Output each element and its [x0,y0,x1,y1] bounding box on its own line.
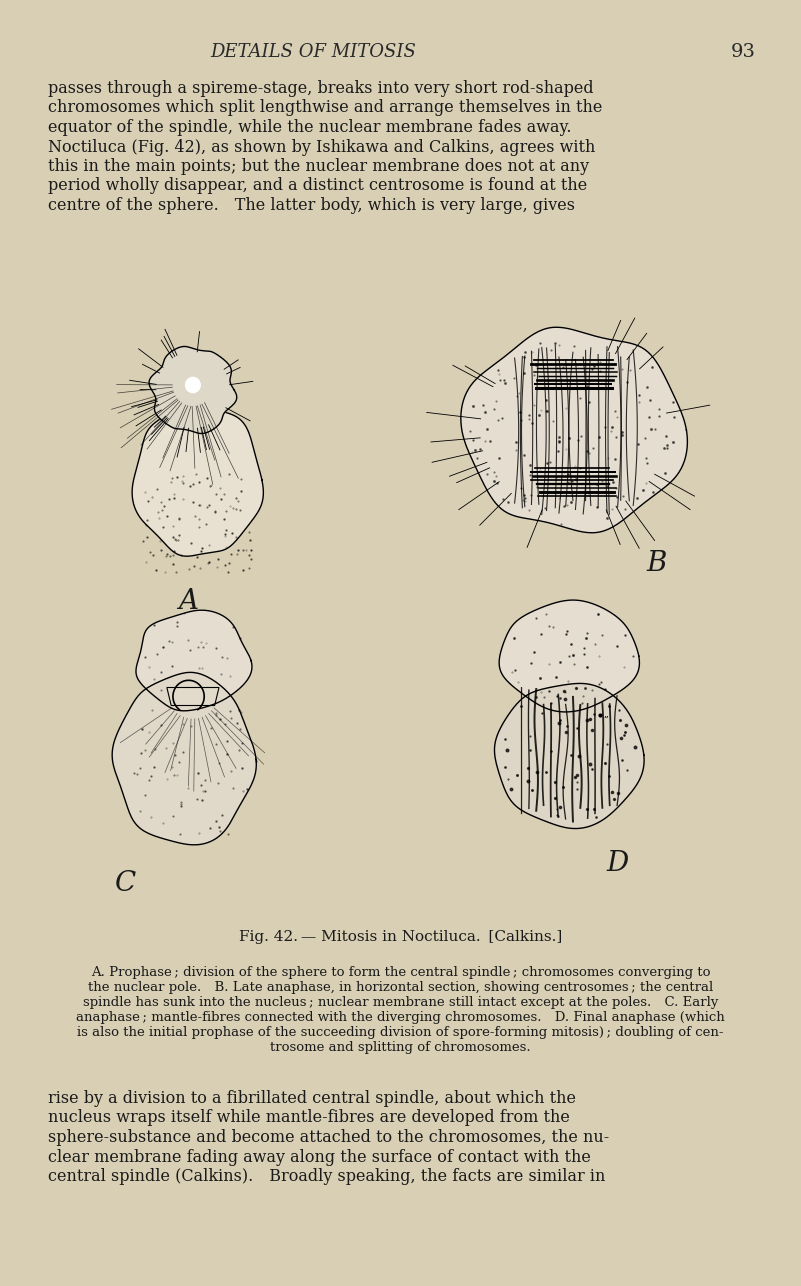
Polygon shape [494,683,644,828]
Text: passes through a spireme-stage, breaks into very short rod-shaped: passes through a spireme-stage, breaks i… [48,80,594,96]
Text: B: B [646,550,666,577]
Text: anaphase ; mantle-fibres connected with the diverging chromosomes. D. Final anap: anaphase ; mantle-fibres connected with … [76,1011,725,1024]
Text: sphere-substance and become attached to the chromosomes, the nu-: sphere-substance and become attached to … [48,1129,610,1146]
Text: Noctiluca (Fig. 42), as shown by Ishikawa and Calkins, agrees with: Noctiluca (Fig. 42), as shown by Ishikaw… [48,139,595,156]
Text: is also the initial prophase of the succeeding division of spore-forming mitosis: is also the initial prophase of the succ… [77,1026,723,1039]
Polygon shape [112,673,256,845]
Polygon shape [132,403,264,557]
Polygon shape [167,688,219,706]
Polygon shape [499,601,639,712]
Text: A. Prophase ; division of the sphere to form the central spindle ; chromosomes c: A. Prophase ; division of the sphere to … [91,966,710,979]
Text: equator of the spindle, while the nuclear membrane fades away.: equator of the spindle, while the nuclea… [48,120,572,136]
Text: D: D [606,850,629,877]
Circle shape [186,377,200,392]
Text: clear membrane fading away along the surface of contact with the: clear membrane fading away along the sur… [48,1148,591,1165]
Text: C: C [115,871,136,898]
Text: nucleus wraps itself while mantle-fibres are developed from the: nucleus wraps itself while mantle-fibres… [48,1110,570,1127]
Text: „: „ [604,710,609,719]
Text: Noctiluca (Fig. 42), as shown by Ishikawa and Calkins, agrees with: Noctiluca (Fig. 42), as shown by Ishikaw… [48,139,595,156]
Text: period wholly disappear, and a distinct centrosome is found at the: period wholly disappear, and a distinct … [48,177,587,194]
Text: rise by a division to a fibrillated central spindle, about which the: rise by a division to a fibrillated cent… [48,1091,576,1107]
Text: A: A [178,588,198,615]
Polygon shape [136,610,252,711]
Polygon shape [149,346,237,433]
Text: trosome and splitting of chromosomes.: trosome and splitting of chromosomes. [270,1040,531,1055]
Text: central spindle (Calkins). Broadly speaking, the facts are similar in: central spindle (Calkins). Broadly speak… [48,1168,606,1184]
Polygon shape [461,327,687,532]
Text: centre of the sphere. The latter body, which is very large, gives: centre of the sphere. The latter body, w… [48,197,575,213]
Text: the nuclear pole. B. Late anaphase, in horizontal section, showing centrosomes ;: the nuclear pole. B. Late anaphase, in h… [88,981,713,994]
Text: 93: 93 [731,42,755,60]
Text: spindle has sunk into the nucleus ; nuclear membrane still intact except at the : spindle has sunk into the nucleus ; nucl… [83,995,718,1010]
Text: DETAILS OF MITOSIS: DETAILS OF MITOSIS [211,42,417,60]
Text: this in the main points; but the nuclear membrane does not at any: this in the main points; but the nuclear… [48,158,590,175]
Text: Fig. 42. — Mitosis in Noctiluca.  [Calkins.]: Fig. 42. — Mitosis in Noctiluca. [Calkin… [239,930,562,944]
Text: chromosomes which split lengthwise and arrange themselves in the: chromosomes which split lengthwise and a… [48,99,602,117]
